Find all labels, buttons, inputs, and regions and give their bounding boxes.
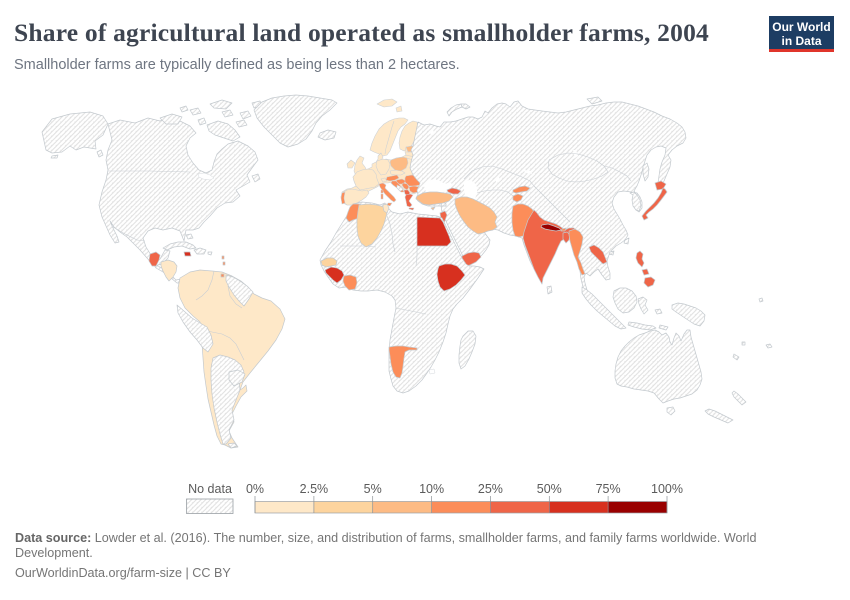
svg-text:75%: 75% [596, 482, 621, 496]
svg-text:10%: 10% [419, 482, 444, 496]
svg-text:No data: No data [188, 482, 232, 496]
svg-text:100%: 100% [651, 482, 683, 496]
svg-text:2.5%: 2.5% [300, 482, 329, 496]
svg-text:25%: 25% [478, 482, 503, 496]
svg-text:50%: 50% [537, 482, 562, 496]
svg-text:5%: 5% [364, 482, 382, 496]
svg-text:0%: 0% [246, 482, 264, 496]
